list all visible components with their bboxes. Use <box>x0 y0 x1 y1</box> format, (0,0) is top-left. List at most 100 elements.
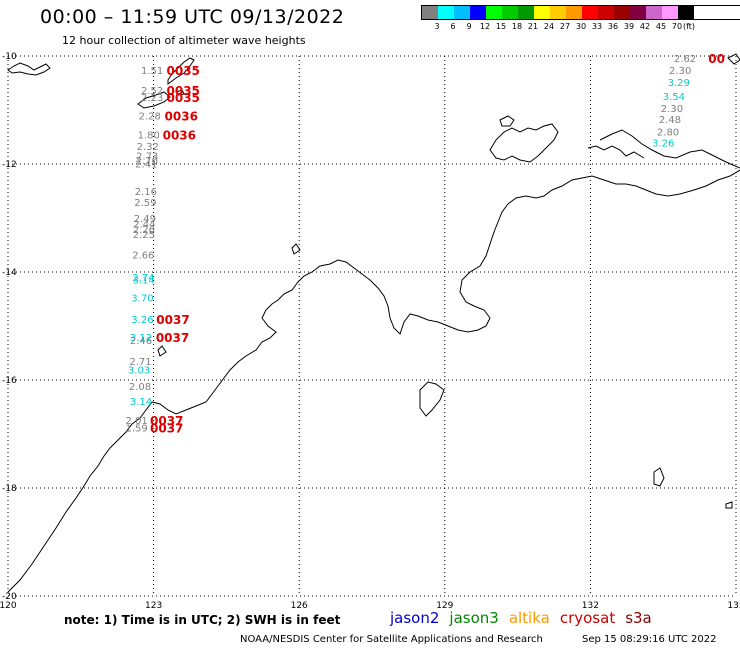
latitude-label: -14 <box>2 268 17 278</box>
coastline-rote-island <box>137 91 171 109</box>
wave-height-value: 3.70 <box>131 293 153 304</box>
pass-time-label: 0037 <box>150 414 183 428</box>
longitude-label: 132 <box>582 601 599 611</box>
pass-time-label: 0035 <box>167 84 200 98</box>
wave-readings: 1.51 2.522.23 2.28 1.802.322.732.702.41 2.16… <box>125 54 696 434</box>
coastline-island-e <box>725 501 733 509</box>
longitude-label: 123 <box>145 601 162 611</box>
wave-height-value: 2.01 <box>125 416 147 427</box>
wave-height-value: 2.66 <box>132 251 154 262</box>
latitude-label: -12 <box>2 160 17 170</box>
map-subtitle: 12 hour collection of altimeter wave hei… <box>62 34 306 47</box>
coastline-timor <box>7 62 51 76</box>
generated-timestamp: Sep 15 08:29:16 UTC 2022 <box>582 634 717 645</box>
legend-label: 27 <box>559 22 571 31</box>
wave-height-value: 2.23 <box>141 93 163 104</box>
wave-height-value: 3.54 <box>663 92 685 103</box>
wave-height-value: 2.26 <box>133 225 155 236</box>
legend-swatch <box>550 6 566 19</box>
pass-time-label: 0037 <box>156 331 189 345</box>
wave-height-value: 2.25 <box>133 230 155 241</box>
wave-height-value: 1.59 <box>125 424 147 435</box>
legend-label: 15 <box>495 22 507 31</box>
wave-height-value: 2.73 <box>136 151 158 162</box>
legend-label: 18 <box>511 22 523 31</box>
pass-time-label: 0036 <box>163 128 196 142</box>
wave-height-value: 3.03 <box>128 366 150 377</box>
legend-swatch <box>438 6 454 19</box>
legend-swatch <box>614 6 630 19</box>
wave-height-value: 2.52 <box>141 86 163 97</box>
legend-swatch <box>630 6 646 19</box>
wave-height-value: 3.14 <box>130 397 152 408</box>
wave-height-value: 2.70 <box>136 156 158 167</box>
legend-label: 42 <box>639 22 651 31</box>
legend-label: 24 <box>543 22 555 31</box>
legend-label: 30 <box>575 22 587 31</box>
wave-height-value: 2.32 <box>137 142 159 153</box>
wave-height-value: 2.44 <box>133 219 155 230</box>
legend-swatch <box>566 6 582 19</box>
legend-label: 39 <box>623 22 635 31</box>
wave-height-value: 3.12 <box>130 333 152 344</box>
lat-lon-grid <box>7 55 737 597</box>
wave-height-value: 2.30 <box>661 104 683 115</box>
wave-height-value: 2.16 <box>135 187 157 198</box>
satellite-s3a: s3a <box>625 609 652 627</box>
legend-label: 45 <box>655 22 667 31</box>
legend-swatch <box>646 6 662 19</box>
longitude-label: 120 <box>0 601 17 611</box>
wave-height-value: 2.08 <box>129 382 151 393</box>
satellite-jason2: jason2 <box>390 609 440 627</box>
latitude-label: -20 <box>2 592 17 602</box>
legend-swatch <box>678 6 694 19</box>
legend-swatch <box>470 6 486 19</box>
wave-height-value: 3.14 <box>133 276 155 287</box>
satellite-jason3: jason3 <box>449 609 499 627</box>
color-scale-legend: 3 6 9 12 15 18 21 24 27 30 33 36 39 42 45 70 (ft) <box>421 5 740 32</box>
legend-swatch <box>582 6 598 19</box>
legend-swatch <box>662 6 678 19</box>
pass-time-label: 0037 <box>156 313 189 327</box>
legend-swatches <box>421 5 740 20</box>
longitude-label: 129 <box>436 601 453 611</box>
wave-height-value: 2.59 <box>134 198 156 209</box>
legend-swatch <box>518 6 534 19</box>
legend-swatch <box>598 6 614 19</box>
coastline-timor-east <box>167 57 195 85</box>
legend-swatch <box>502 6 518 19</box>
pass-time-label: 0036 <box>165 109 198 123</box>
legend-swatch <box>422 6 438 19</box>
coastline-island-a <box>157 345 167 357</box>
latitude-label: -10 <box>2 52 17 62</box>
wave-height-value: 2.30 <box>669 66 691 77</box>
wave-height-value: 2.28 <box>139 111 161 122</box>
legend-swatch <box>454 6 470 19</box>
coastline-arnhem-north <box>599 129 740 169</box>
legend-swatch <box>486 6 502 19</box>
wave-height-value: 2.46 <box>130 336 152 347</box>
legend-label: 36 <box>607 22 619 31</box>
latitude-label: -16 <box>2 376 17 386</box>
pass-time-label: 0037 <box>150 422 183 436</box>
wave-height-value: 1.51 <box>141 66 163 77</box>
coastline <box>7 53 740 593</box>
wave-height-value: 2.74 <box>132 273 154 284</box>
coastline-coburg <box>587 145 645 159</box>
map-title: 00:00 – 11:59 UTC 09/13/2022 <box>40 6 345 28</box>
wave-height-value: 2.62 <box>674 54 696 65</box>
legend-label: 9 <box>466 22 472 31</box>
coastline-bathurst-island <box>499 115 515 127</box>
wave-height-value: 2.80 <box>657 128 679 139</box>
legend-label: 3 <box>434 22 440 31</box>
longitude-label: 126 <box>291 601 308 611</box>
longitude-label: 135 <box>727 601 740 611</box>
wave-height-value: 3.26 <box>131 315 153 326</box>
satellite-altika: altika <box>508 609 550 627</box>
legend-label: 70 <box>671 22 683 31</box>
coastline-small-island <box>175 89 185 96</box>
credit-line: NOAA/NESDIS Center for Satellite Applica… <box>240 634 543 645</box>
legend-label: 21 <box>527 22 539 31</box>
coastline-melville-island <box>489 123 559 163</box>
